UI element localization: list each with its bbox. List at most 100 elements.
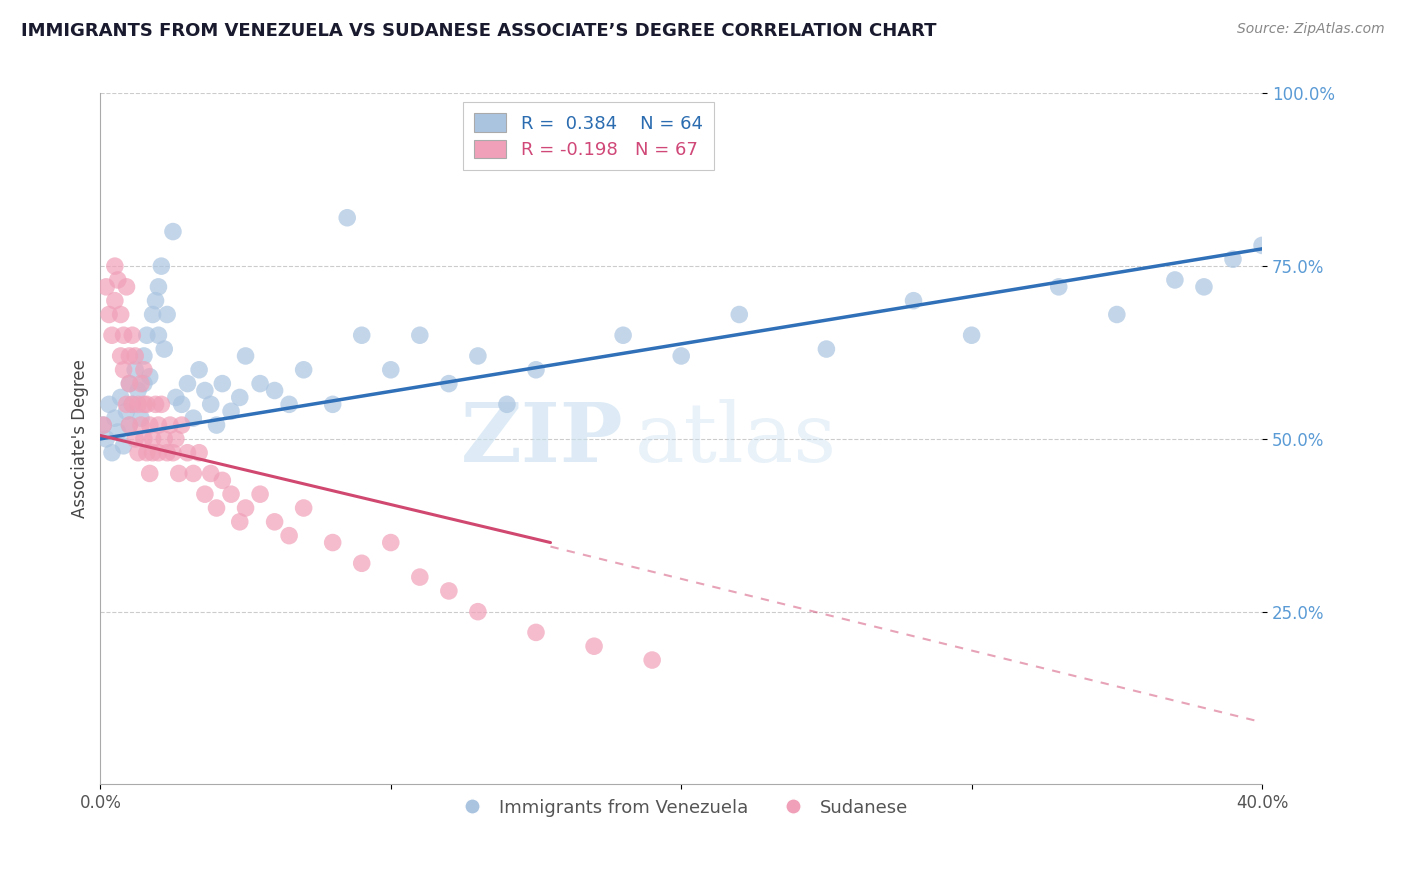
Point xyxy=(583,639,606,653)
Point xyxy=(135,446,157,460)
Point xyxy=(104,293,127,308)
Point xyxy=(159,418,181,433)
Point xyxy=(219,487,242,501)
Point xyxy=(322,535,344,549)
Point xyxy=(162,225,184,239)
Point xyxy=(188,363,211,377)
Point xyxy=(142,432,165,446)
Point xyxy=(104,259,127,273)
Point xyxy=(815,342,838,356)
Point xyxy=(115,404,138,418)
Point xyxy=(132,363,155,377)
Point xyxy=(278,397,301,411)
Point xyxy=(235,501,257,516)
Point xyxy=(219,404,242,418)
Point xyxy=(1251,238,1274,252)
Point xyxy=(135,397,157,411)
Point xyxy=(156,308,179,322)
Point xyxy=(110,349,132,363)
Point xyxy=(118,418,141,433)
Point xyxy=(91,418,114,433)
Point xyxy=(127,446,149,460)
Point xyxy=(437,376,460,391)
Point xyxy=(903,293,925,308)
Point xyxy=(235,349,257,363)
Point xyxy=(112,363,135,377)
Point xyxy=(101,446,124,460)
Point xyxy=(121,397,143,411)
Point xyxy=(129,411,152,425)
Point xyxy=(138,369,160,384)
Point xyxy=(229,515,252,529)
Text: ZIP: ZIP xyxy=(461,399,623,479)
Point xyxy=(129,376,152,391)
Point xyxy=(380,535,402,549)
Point xyxy=(1164,273,1187,287)
Point xyxy=(98,308,121,322)
Point xyxy=(112,439,135,453)
Point xyxy=(135,328,157,343)
Point xyxy=(181,411,204,425)
Point xyxy=(145,397,167,411)
Point xyxy=(104,411,127,425)
Point xyxy=(148,446,170,460)
Point xyxy=(263,384,285,398)
Point xyxy=(132,349,155,363)
Point xyxy=(350,556,373,570)
Point xyxy=(322,397,344,411)
Point xyxy=(148,418,170,433)
Point xyxy=(142,308,165,322)
Point xyxy=(200,467,222,481)
Point xyxy=(148,328,170,343)
Point xyxy=(101,328,124,343)
Point xyxy=(200,397,222,411)
Point xyxy=(142,446,165,460)
Point xyxy=(467,349,489,363)
Point xyxy=(1192,280,1215,294)
Point xyxy=(138,467,160,481)
Point xyxy=(132,432,155,446)
Point xyxy=(118,376,141,391)
Point xyxy=(127,384,149,398)
Point xyxy=(107,273,129,287)
Text: Source: ZipAtlas.com: Source: ZipAtlas.com xyxy=(1237,22,1385,37)
Point xyxy=(1222,252,1244,267)
Point xyxy=(153,342,176,356)
Point xyxy=(249,376,271,391)
Point xyxy=(205,418,228,433)
Point xyxy=(211,474,233,488)
Point xyxy=(292,363,315,377)
Point xyxy=(162,446,184,460)
Point xyxy=(467,605,489,619)
Point xyxy=(110,308,132,322)
Point xyxy=(170,418,193,433)
Point xyxy=(437,583,460,598)
Point xyxy=(165,432,187,446)
Point xyxy=(132,397,155,411)
Y-axis label: Associate's Degree: Associate's Degree xyxy=(72,359,89,518)
Point xyxy=(496,397,519,411)
Point xyxy=(148,280,170,294)
Point xyxy=(960,328,983,343)
Point xyxy=(176,446,198,460)
Text: IMMIGRANTS FROM VENEZUELA VS SUDANESE ASSOCIATE’S DEGREE CORRELATION CHART: IMMIGRANTS FROM VENEZUELA VS SUDANESE AS… xyxy=(21,22,936,40)
Point xyxy=(107,425,129,439)
Point xyxy=(263,515,285,529)
Point xyxy=(124,349,146,363)
Point xyxy=(292,501,315,516)
Point xyxy=(118,349,141,363)
Point xyxy=(524,625,547,640)
Point xyxy=(118,376,141,391)
Point xyxy=(124,363,146,377)
Point xyxy=(153,432,176,446)
Point xyxy=(612,328,634,343)
Point xyxy=(138,418,160,433)
Point xyxy=(98,397,121,411)
Point xyxy=(121,328,143,343)
Point xyxy=(91,418,114,433)
Point xyxy=(194,487,217,501)
Point xyxy=(121,397,143,411)
Point xyxy=(409,328,432,343)
Point xyxy=(145,293,167,308)
Point xyxy=(1047,280,1070,294)
